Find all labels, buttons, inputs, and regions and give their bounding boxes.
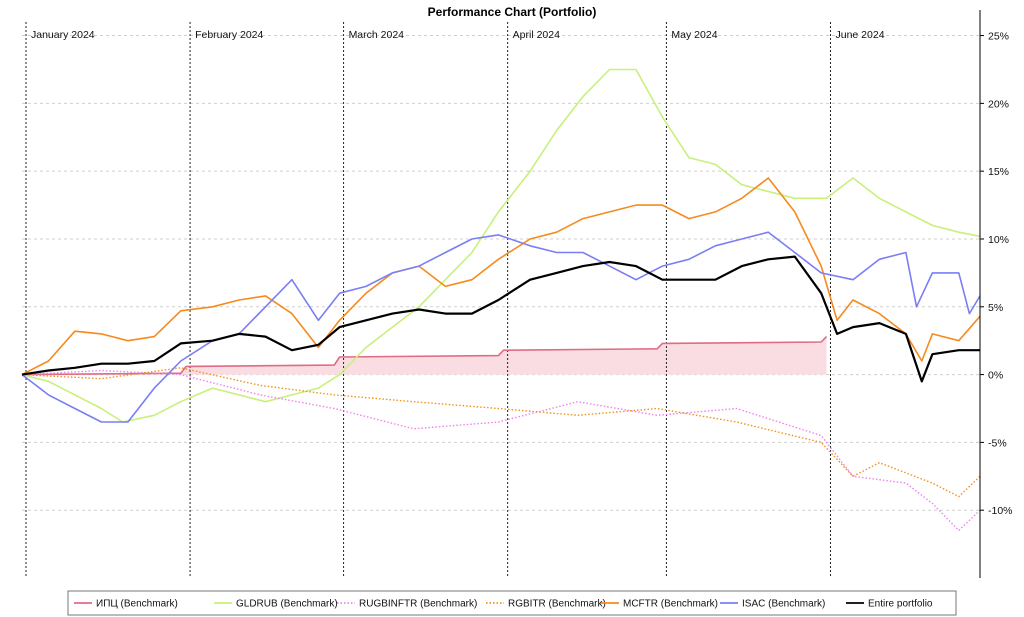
series-lines: [21, 68, 981, 532]
series-line-5: [21, 231, 981, 423]
month-label: April 2024: [513, 29, 560, 41]
shaded-band-area: [22, 336, 827, 375]
month-label: May 2024: [671, 29, 717, 41]
series-line-2: [21, 369, 981, 532]
y-tick-label: 5%: [988, 302, 1003, 314]
y-tick-label: 20%: [988, 98, 1009, 110]
series-line-6: [21, 255, 980, 383]
series-line-3: [21, 367, 981, 498]
y-tick-label: 0%: [988, 370, 1003, 382]
y-tick-label: -5%: [988, 437, 1007, 449]
y-tick-label: 10%: [988, 234, 1009, 246]
shaded-band: [22, 336, 827, 375]
y-tick-label: 15%: [988, 166, 1009, 178]
month-dividers: January 2024 February 2024 March 2024 April…: [25, 22, 885, 578]
series-line-4: [21, 177, 981, 376]
month-label: June 2024: [836, 29, 885, 41]
legend-entry[interactable]: RUGBINFTR (Benchmark): [359, 599, 477, 610]
chart-title: Performance Chart (Portfolio): [428, 5, 597, 19]
legend-entry[interactable]: ISAC (Benchmark): [742, 599, 825, 610]
month-label: January 2024: [31, 29, 95, 41]
y-tick-label: 25%: [988, 31, 1009, 43]
series-line-1: [21, 68, 981, 423]
series-line-0: [21, 336, 828, 376]
legend: ИПЦ (Benchmark) GLDRUB (Benchmark) RUGBINF…: [67, 590, 957, 616]
y-tick-label: -10%: [988, 505, 1013, 517]
month-label: March 2024: [349, 29, 405, 41]
grid: [22, 35, 980, 511]
legend-entry[interactable]: MCFTR (Benchmark): [623, 599, 718, 610]
legend-entry[interactable]: ИПЦ (Benchmark): [96, 599, 178, 610]
legend-entry[interactable]: Entire portfolio: [868, 599, 933, 610]
month-label: February 2024: [195, 29, 263, 41]
y-axis: 25% 20% 15% 10% 5% 0% -5% -10%: [979, 10, 1013, 578]
legend-entry[interactable]: GLDRUB (Benchmark): [236, 599, 338, 610]
legend-entry[interactable]: RGBITR (Benchmark): [508, 599, 606, 610]
